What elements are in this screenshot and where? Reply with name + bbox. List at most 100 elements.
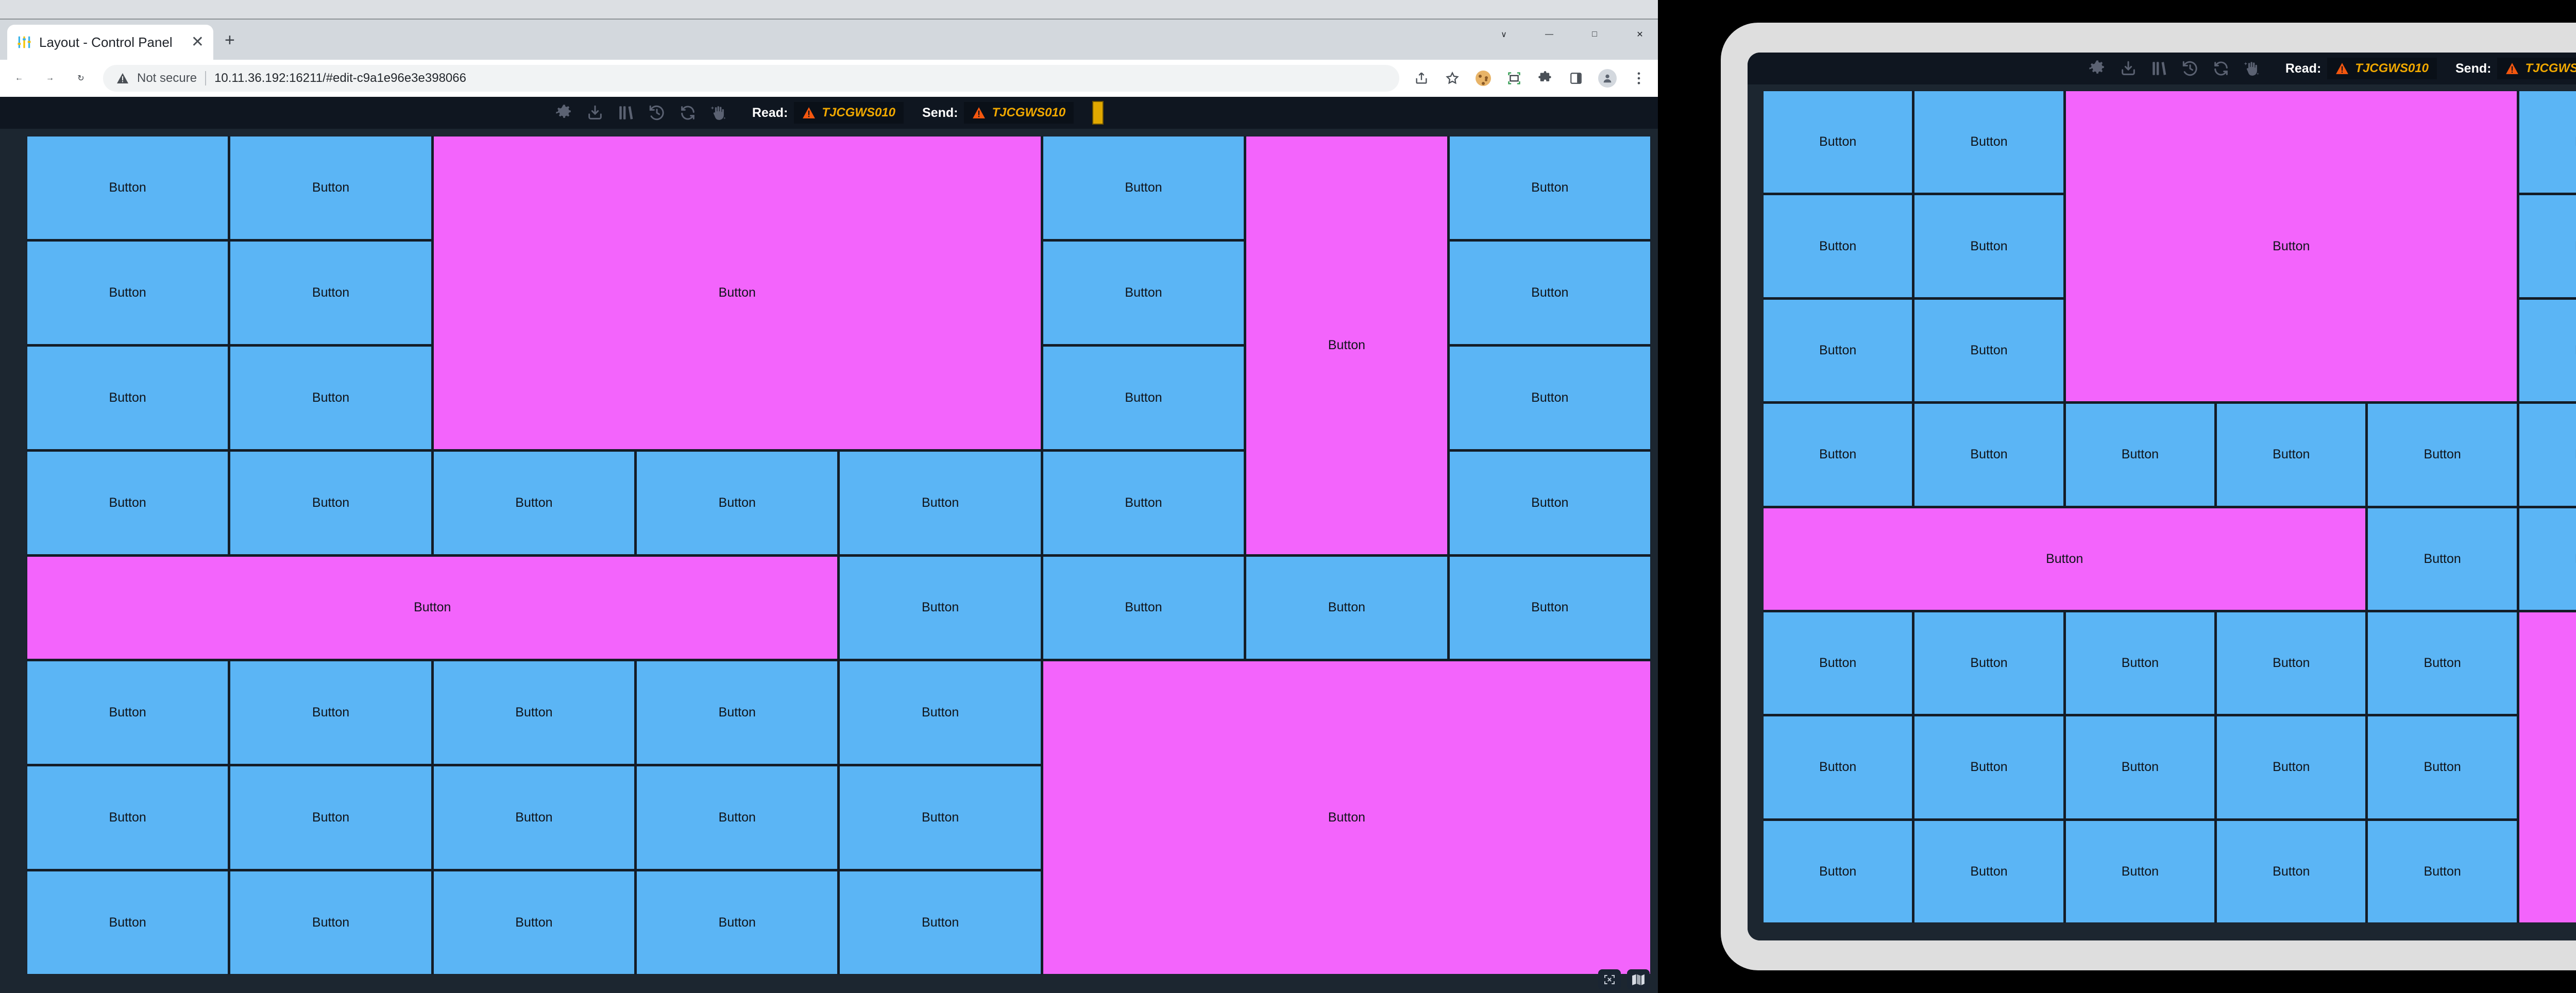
- send-status-badge[interactable]: TJCGWS010: [2497, 58, 2576, 79]
- grid-button[interactable]: Button: [1914, 716, 2064, 819]
- grid-button[interactable]: Button: [433, 766, 635, 870]
- grid-button[interactable]: Button: [27, 871, 229, 974]
- grid-button[interactable]: Button: [2065, 91, 2517, 402]
- grid-button[interactable]: Button: [1042, 241, 1245, 345]
- grid-button[interactable]: Button: [1042, 346, 1245, 450]
- chevron-down-icon[interactable]: ∨: [1501, 30, 1507, 39]
- grid-button[interactable]: Button: [1914, 820, 2064, 923]
- grid-button[interactable]: Button: [1449, 556, 1651, 660]
- grid-button[interactable]: Button: [2518, 611, 2576, 923]
- history-icon[interactable]: [647, 103, 667, 123]
- profile-avatar-icon[interactable]: [1598, 69, 1617, 88]
- grid-button[interactable]: Button: [27, 451, 229, 555]
- grid-button[interactable]: Button: [433, 661, 635, 765]
- grid-button[interactable]: Button: [230, 661, 432, 765]
- grid-button[interactable]: Button: [636, 661, 838, 765]
- forward-icon[interactable]: →: [46, 74, 54, 82]
- grid-button[interactable]: Button: [2216, 820, 2366, 923]
- grid-button[interactable]: Button: [2367, 611, 2517, 715]
- grid-button[interactable]: Button: [1763, 195, 1913, 298]
- grid-button[interactable]: Button: [1763, 507, 2366, 610]
- grid-button[interactable]: Button: [2367, 716, 2517, 819]
- minimize-icon[interactable]: —: [1545, 30, 1553, 39]
- grid-button[interactable]: Button: [2518, 299, 2576, 402]
- read-status-badge[interactable]: TJCGWS010: [2327, 58, 2437, 79]
- grid-button[interactable]: Button: [27, 556, 838, 660]
- grid-button[interactable]: Button: [2367, 820, 2517, 923]
- extensions-puzzle-icon[interactable]: [1536, 70, 1554, 87]
- grid-button[interactable]: Button: [2216, 403, 2366, 506]
- sync-refresh-icon[interactable]: [2211, 59, 2231, 78]
- gear-icon[interactable]: [2088, 59, 2107, 78]
- grid-button[interactable]: Button: [230, 136, 432, 239]
- sync-refresh-icon[interactable]: [678, 103, 698, 123]
- cookie-icon[interactable]: [1475, 70, 1492, 87]
- grid-button[interactable]: Button: [636, 871, 838, 974]
- grid-button[interactable]: Button: [230, 346, 432, 450]
- browser-menu-icon[interactable]: [1630, 70, 1648, 87]
- grid-button[interactable]: Button: [2216, 716, 2366, 819]
- download-icon[interactable]: [2119, 59, 2138, 78]
- grid-button[interactable]: Button: [839, 766, 1041, 870]
- grid-button[interactable]: Button: [1763, 91, 1913, 194]
- magic-hand-icon[interactable]: [709, 103, 728, 123]
- grid-button[interactable]: Button: [2518, 195, 2576, 298]
- grid-button[interactable]: Button: [2367, 403, 2517, 506]
- back-icon[interactable]: ←: [15, 74, 23, 82]
- download-icon[interactable]: [585, 103, 605, 123]
- grid-button[interactable]: Button: [433, 871, 635, 974]
- grid-button[interactable]: Button: [2518, 507, 2576, 610]
- grid-button[interactable]: Button: [1449, 136, 1651, 239]
- grid-button[interactable]: Button: [230, 871, 432, 974]
- map-icon[interactable]: [1627, 969, 1650, 990]
- grid-button[interactable]: Button: [27, 346, 229, 450]
- grid-button[interactable]: Button: [27, 241, 229, 345]
- grid-button[interactable]: Button: [2518, 91, 2576, 194]
- grid-button[interactable]: Button: [1914, 403, 2064, 506]
- grid-button[interactable]: Button: [1763, 611, 1913, 715]
- grid-button[interactable]: Button: [1449, 451, 1651, 555]
- magic-hand-icon[interactable]: [2242, 59, 2262, 78]
- grid-button[interactable]: Button: [1763, 299, 1913, 402]
- grid-button[interactable]: Button: [433, 451, 635, 555]
- grid-button[interactable]: Button: [27, 766, 229, 870]
- grid-button[interactable]: Button: [1763, 820, 1913, 923]
- grid-button[interactable]: Button: [2216, 611, 2366, 715]
- read-status-badge[interactable]: TJCGWS010: [794, 102, 904, 124]
- side-panel-icon[interactable]: [1567, 70, 1585, 87]
- grid-button[interactable]: Button: [27, 136, 229, 239]
- grid-button[interactable]: Button: [1763, 403, 1913, 506]
- grid-button[interactable]: Button: [1246, 556, 1448, 660]
- history-icon[interactable]: [2180, 59, 2200, 78]
- grid-button[interactable]: Button: [2065, 820, 2215, 923]
- address-bar[interactable]: Not secure 10.11.36.192:16211/#edit-c9a1…: [103, 65, 1399, 92]
- grid-button[interactable]: Button: [27, 661, 229, 765]
- grid-button[interactable]: Button: [433, 136, 1041, 450]
- grid-button[interactable]: Button: [1914, 91, 2064, 194]
- bookmark-star-icon[interactable]: [1444, 70, 1461, 87]
- grid-button[interactable]: Button: [230, 241, 432, 345]
- grid-button[interactable]: Button: [1042, 661, 1651, 974]
- library-icon[interactable]: [616, 103, 636, 123]
- gear-icon[interactable]: [554, 103, 574, 123]
- grid-button[interactable]: Button: [839, 451, 1041, 555]
- close-icon[interactable]: ✕: [191, 33, 204, 50]
- fit-to-screen-icon[interactable]: [1598, 969, 1621, 990]
- new-tab-button[interactable]: +: [225, 30, 235, 50]
- grid-button[interactable]: Button: [2367, 507, 2517, 610]
- maximize-icon[interactable]: □: [1592, 30, 1597, 39]
- share-icon[interactable]: [1413, 70, 1430, 87]
- status-swatch[interactable]: [1092, 101, 1104, 125]
- grid-button[interactable]: Button: [2518, 403, 2576, 506]
- grid-button[interactable]: Button: [2065, 611, 2215, 715]
- grid-button[interactable]: Button: [230, 766, 432, 870]
- grid-button[interactable]: Button: [1449, 346, 1651, 450]
- browser-tab[interactable]: Layout - Control Panel ✕: [7, 25, 213, 60]
- library-icon[interactable]: [2149, 59, 2169, 78]
- close-window-icon[interactable]: ✕: [1636, 30, 1643, 39]
- grid-button[interactable]: Button: [839, 661, 1041, 765]
- grid-button[interactable]: Button: [1914, 195, 2064, 298]
- grid-button[interactable]: Button: [2065, 403, 2215, 506]
- grid-button[interactable]: Button: [636, 451, 838, 555]
- grid-button[interactable]: Button: [1763, 716, 1913, 819]
